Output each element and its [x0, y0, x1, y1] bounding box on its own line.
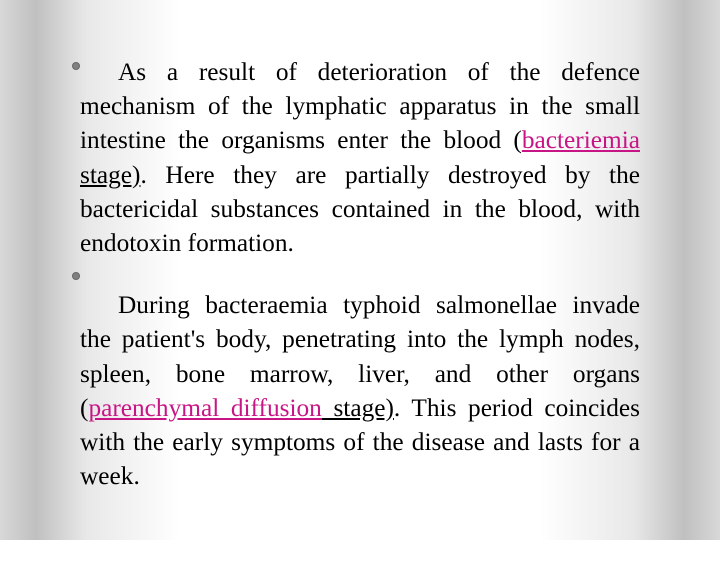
text-run: stage)	[80, 161, 140, 189]
highlighted-term: bacteriemia	[522, 126, 640, 154]
slide-content: As a result of deterioration of the defe…	[0, 0, 720, 561]
bullet-icon	[72, 62, 80, 70]
paragraph-2: During bacteraemia typhoid salmonellae i…	[80, 288, 640, 493]
text-run: stage)	[322, 394, 394, 422]
highlighted-term: parenchymal diffusion	[88, 394, 321, 422]
paragraph-1: As a result of deterioration of the defe…	[80, 55, 640, 260]
bullet-icon	[72, 272, 80, 280]
slide-background: As a result of deterioration of the defe…	[0, 0, 720, 540]
text-run: . Here they are partially destroyed by t…	[80, 161, 640, 257]
